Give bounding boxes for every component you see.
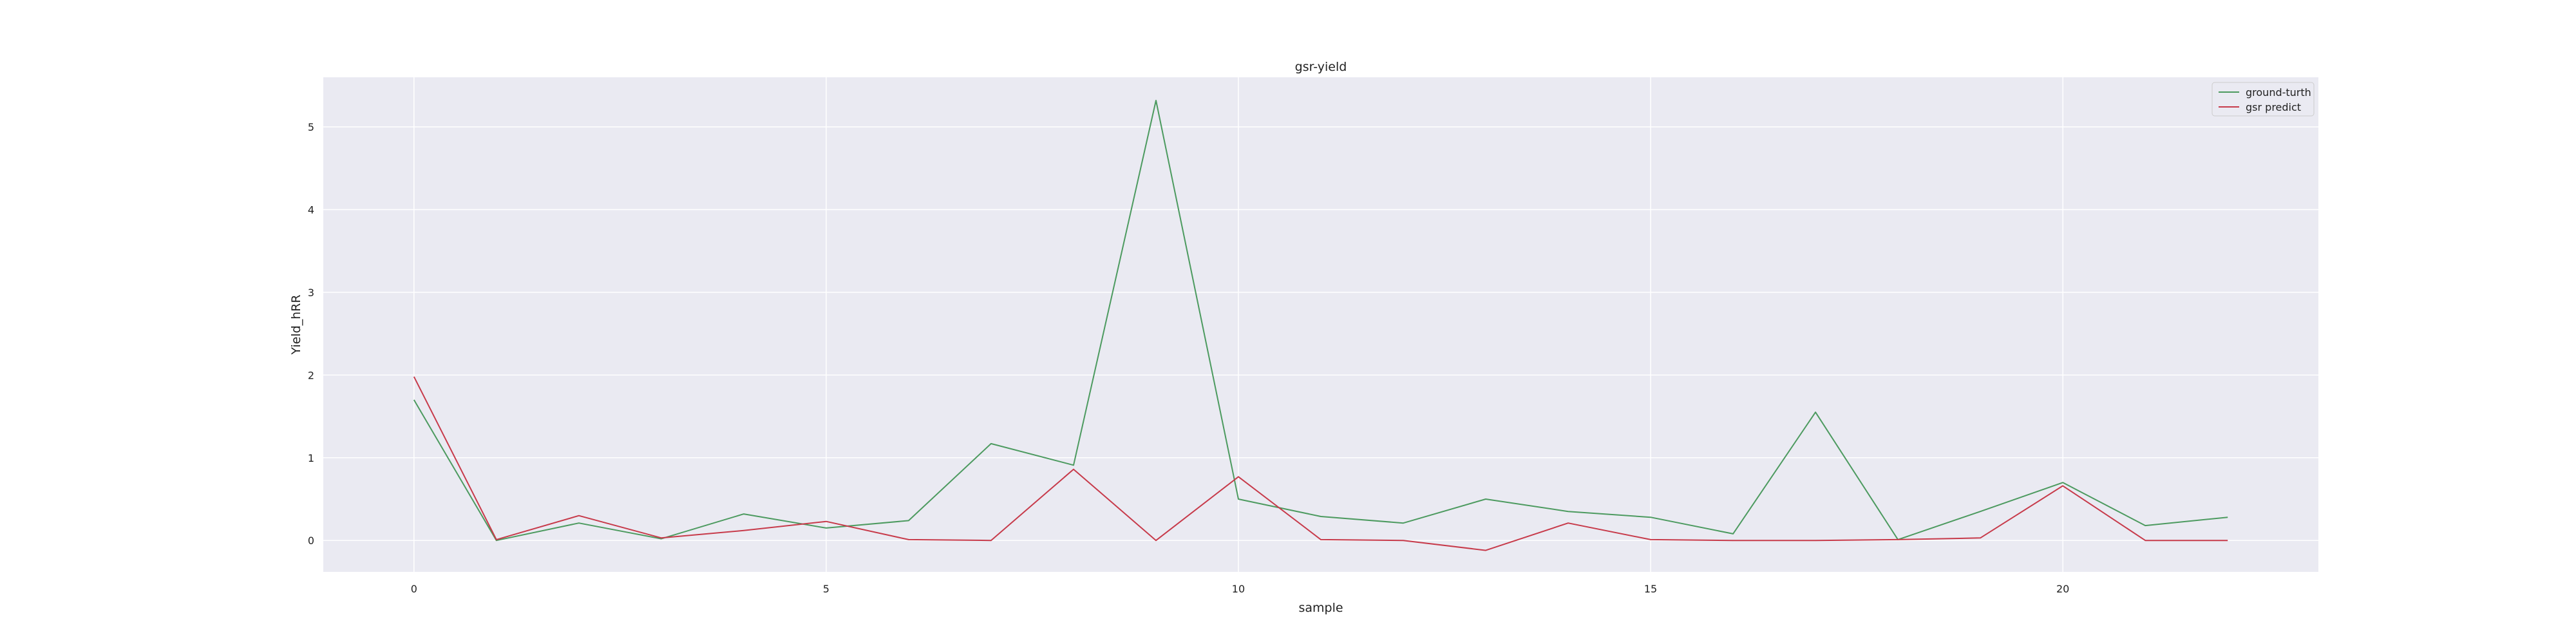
y-axis-label: Yield_hRR: [289, 294, 303, 355]
chart-title: gsr-yield: [1295, 60, 1347, 74]
y-tick-label: 5: [308, 121, 314, 133]
x-tick-label: 15: [1644, 583, 1657, 595]
x-tick-label: 20: [2056, 583, 2069, 595]
legend-label-gsr-predict: gsr predict: [2246, 101, 2301, 113]
x-axis-label: sample: [1298, 601, 1343, 615]
y-tick-label: 2: [308, 369, 314, 381]
y-tick-label: 3: [308, 287, 314, 299]
y-tick-label: 4: [308, 204, 314, 216]
tick-labels: 0 5 10 15 20 0 1 2 3 4 5: [308, 121, 2070, 595]
series-line-ground-turth: [413, 100, 2228, 542]
y-tick-label: 1: [308, 452, 314, 464]
x-tick-label: 5: [823, 583, 829, 595]
legend: ground-turth gsr predict: [2211, 82, 2315, 117]
plot-background: [323, 77, 2318, 572]
grid: [323, 77, 2318, 572]
legend-label-ground-turth: ground-turth: [2246, 86, 2311, 99]
y-tick-label: 0: [308, 535, 314, 547]
series-lines: [413, 100, 2228, 551]
x-tick-label: 10: [1232, 583, 1245, 595]
series-line-gsr-predict: [413, 376, 2228, 551]
x-tick-label: 0: [411, 583, 417, 595]
